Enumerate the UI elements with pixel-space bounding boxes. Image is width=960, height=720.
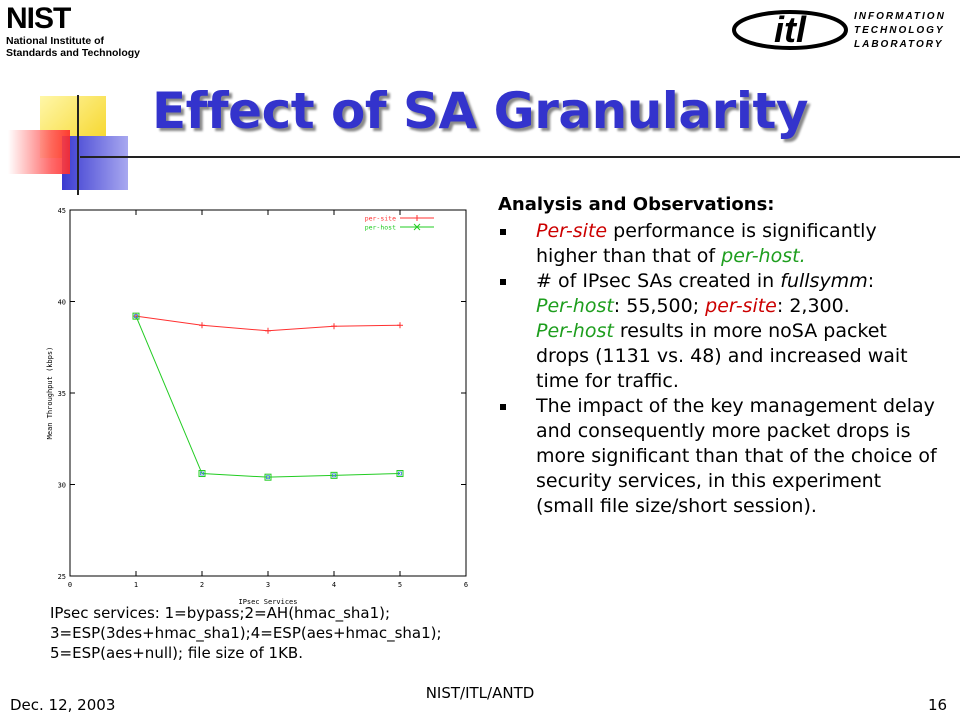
analysis-list: Per-site performance is significantly hi… [498, 219, 938, 519]
bullet-2-text-a: # of IPsec SAs created in [536, 270, 781, 292]
term-per-site: Per-site [536, 220, 608, 242]
decor-blue-square [62, 136, 128, 190]
y-axis-ticks: 25 30 35 40 45 [58, 207, 466, 581]
data-point-per-host [198, 470, 206, 478]
analysis-panel: Analysis and Observations: Per-site perf… [498, 194, 938, 519]
footer-page-number: 16 [928, 696, 948, 714]
data-point-per-host [264, 473, 272, 481]
bullet-icon [500, 229, 506, 235]
nist-logo-line-1: National Institute of [6, 35, 104, 47]
bullet-2-text-c: : [867, 270, 875, 292]
itl-logo-mark: itl [732, 9, 848, 50]
caption-line-3: 5=ESP(aes+null); file size of 1KB. [50, 644, 303, 662]
bullet-icon [500, 279, 506, 285]
legend-marker [413, 223, 421, 231]
footer-center: NIST/ITL/ANTD [425, 684, 535, 702]
data-point-per-site [199, 322, 205, 329]
x-tick-label: 1 [134, 581, 138, 589]
x-tick-label: 3 [266, 581, 270, 589]
bullet-icon [500, 404, 506, 410]
analysis-bullet-2: # of IPsec SAs created in fullsymm: Per-… [498, 269, 938, 394]
footer-date: Dec. 12, 2003 [10, 696, 116, 714]
x-tick-label: 2 [200, 581, 204, 589]
bullet-3-text: The impact of the key management delay a… [536, 395, 937, 517]
data-point-per-site [397, 322, 403, 329]
x-axis-label: IPsec Services [238, 598, 297, 606]
term-fullsymm: fullsymm [780, 270, 868, 292]
x-axis-ticks: 0 1 2 3 4 5 6 [68, 210, 468, 589]
bullet-1-text: performance is significantly higher than… [536, 220, 877, 267]
nist-logo: NIST National Institute of Standards and… [6, 4, 156, 64]
term-per-host: Per-host [536, 295, 614, 317]
itl-logo-line-2: TECHNOLOGY [854, 25, 945, 36]
analysis-bullet-3: The impact of the key management delay a… [498, 394, 938, 519]
nist-logo-line-2: Standards and Technology [6, 47, 140, 59]
x-tick-label: 4 [332, 581, 336, 589]
series-layer [132, 312, 404, 481]
term-per-site: per-site [705, 295, 777, 317]
data-point-per-site [331, 323, 337, 330]
bullet-2-text-i: results in more noSA packet drops (1131 … [536, 320, 908, 392]
x-tick-label: 5 [398, 581, 402, 589]
itl-logo-word: itl [774, 9, 807, 50]
itl-logo-line-3: LABORATORY [854, 39, 944, 50]
decor-red-square [8, 130, 70, 174]
data-point-per-host [330, 471, 338, 479]
title-underline [80, 156, 960, 158]
caption-line-1: IPsec services: 1=bypass;2=AH(hmac_sha1)… [50, 604, 391, 622]
analysis-heading: Analysis and Observations: [498, 194, 775, 215]
title-vertical-rule [77, 95, 79, 195]
term-per-host: per-host. [721, 245, 806, 267]
nist-logo-word: NIST [6, 2, 71, 35]
caption-line-2: 3=ESP(3des+hmac_sha1);4=ESP(aes+hmac_sha… [50, 624, 442, 642]
y-tick-label: 35 [58, 390, 66, 398]
bullet-2-text-e: : 55,500; [613, 295, 706, 317]
chart-caption: IPsec services: 1=bypass;2=AH(hmac_sha1)… [50, 603, 442, 663]
term-per-host: Per-host [536, 320, 614, 342]
itl-logo-line-1: INFORMATION [854, 11, 946, 22]
x-tick-label: 0 [68, 581, 72, 589]
x-tick-label: 6 [464, 581, 468, 589]
y-tick-label: 40 [58, 299, 66, 307]
y-tick-label: 30 [58, 482, 66, 490]
data-point-per-host [132, 312, 140, 320]
y-tick-label: 25 [58, 573, 66, 581]
data-point-per-host [396, 470, 404, 478]
y-axis-label: Mean Throughput (kbps) [46, 347, 54, 440]
plot-frame [69, 209, 467, 577]
analysis-bullet-1: Per-site performance is significantly hi… [498, 219, 938, 269]
y-tick-label: 45 [58, 207, 66, 215]
data-point-per-site [265, 327, 271, 334]
legend-label-per-host: per-host [365, 224, 396, 232]
series-line-per-host [135, 315, 401, 478]
legend-label-per-site: per-site [365, 215, 396, 223]
bullet-2-text-g: : 2,300. [776, 295, 850, 317]
slide-title: Effect of SA Granularity [152, 82, 808, 140]
itl-logo: itl INFORMATION TECHNOLOGY LABORATORY [730, 6, 955, 56]
